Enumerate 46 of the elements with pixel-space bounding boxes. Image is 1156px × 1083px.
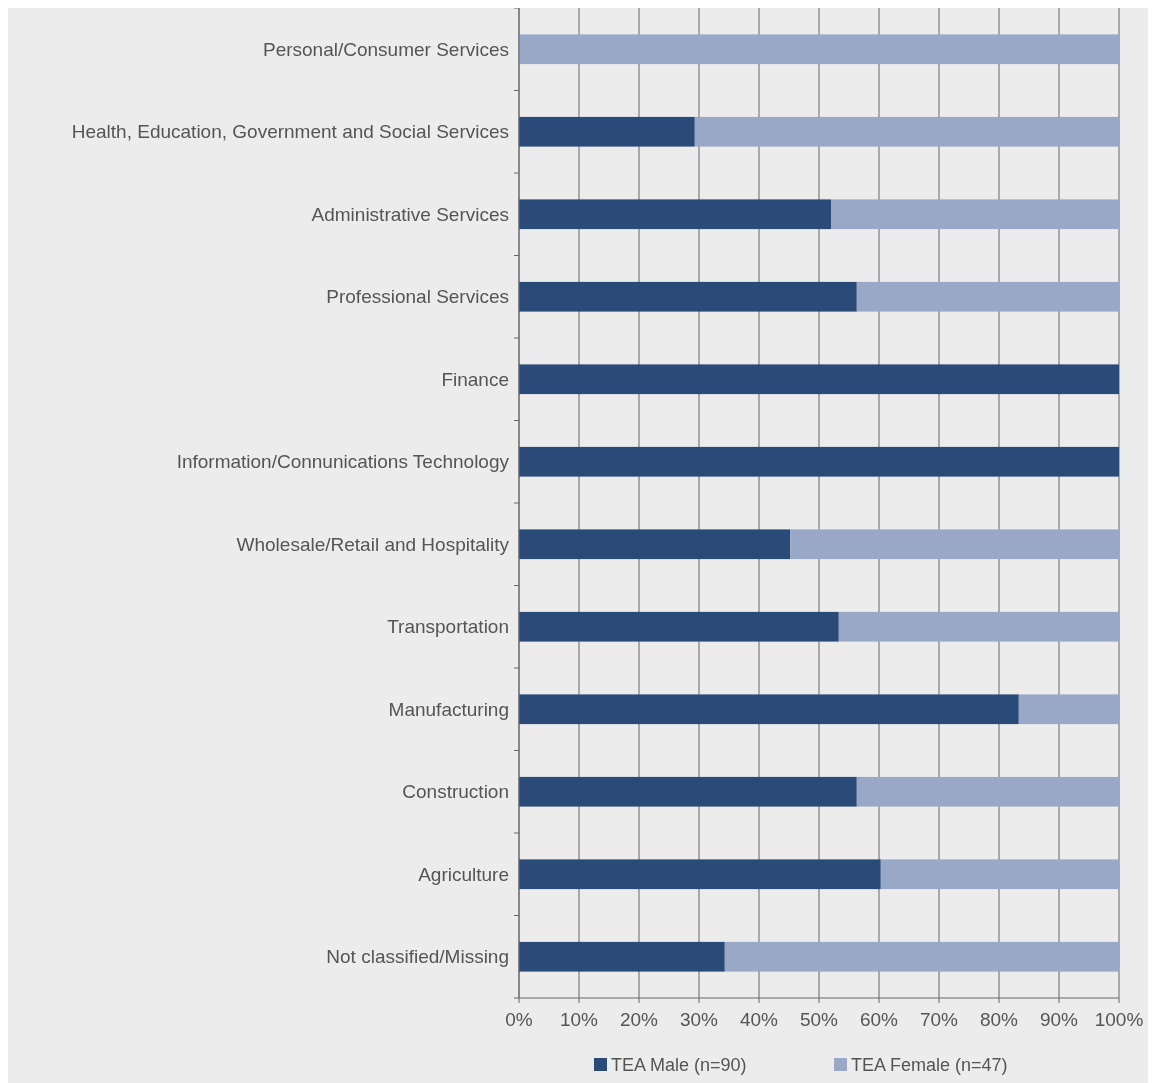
bar: [519, 529, 791, 560]
y-tick-label: Manufacturing: [388, 698, 509, 720]
bar: [1018, 694, 1119, 725]
bar: [856, 776, 1119, 807]
bar: [831, 199, 1119, 230]
x-tick-label: 70%: [919, 1009, 959, 1030]
bar: [519, 116, 695, 147]
x-tick-label: 100%: [1094, 1009, 1144, 1030]
bar: [856, 281, 1119, 312]
x-tick-label: 50%: [799, 1009, 839, 1030]
x-tick-label: 20%: [619, 1009, 659, 1030]
y-tick-label: Professional Services: [326, 286, 509, 308]
bar: [519, 446, 1119, 477]
x-tick-label: 0%: [505, 1009, 533, 1030]
y-tick-label: Personal/Consumer Services: [262, 38, 509, 60]
y-tick-label: Construction: [402, 781, 509, 803]
x-tick-label: 10%: [559, 1009, 599, 1030]
bar: [838, 611, 1119, 642]
y-tick-label: Wholesale/Retail and Hospitality: [236, 533, 510, 555]
bar: [519, 776, 857, 807]
bar: [519, 199, 831, 230]
bar: [880, 859, 1119, 890]
y-tick-label: Health, Education, Government and Social Services: [71, 121, 509, 143]
y-tick-label: Information/Connunications Technology: [176, 451, 510, 473]
x-tick-label: 40%: [739, 1009, 779, 1030]
bar: [519, 859, 881, 890]
x-tick-label: 60%: [859, 1009, 899, 1030]
y-tick-label: Administrative Services: [311, 203, 509, 225]
y-tick-label: Transportation: [387, 616, 509, 638]
bar: [790, 529, 1119, 560]
y-tick-label: Agriculture: [418, 863, 509, 885]
bar: [694, 116, 1119, 147]
x-tick-label: 80%: [979, 1009, 1019, 1030]
x-tick-label: 90%: [1039, 1009, 1079, 1030]
bar: [519, 364, 1119, 395]
y-tick-label: Not classified/Missing: [326, 946, 509, 968]
bar: [724, 941, 1119, 972]
bar: [519, 611, 839, 642]
legend-label: TEA Male (n=90): [611, 1055, 747, 1075]
x-tick-label: 30%: [679, 1009, 719, 1030]
bar: [519, 941, 725, 972]
y-tick-label: Finance: [441, 368, 509, 390]
legend-label: TEA Female (n=47): [851, 1055, 1008, 1075]
bar: [519, 694, 1019, 725]
bar: [519, 281, 857, 312]
bar: [519, 34, 1119, 65]
